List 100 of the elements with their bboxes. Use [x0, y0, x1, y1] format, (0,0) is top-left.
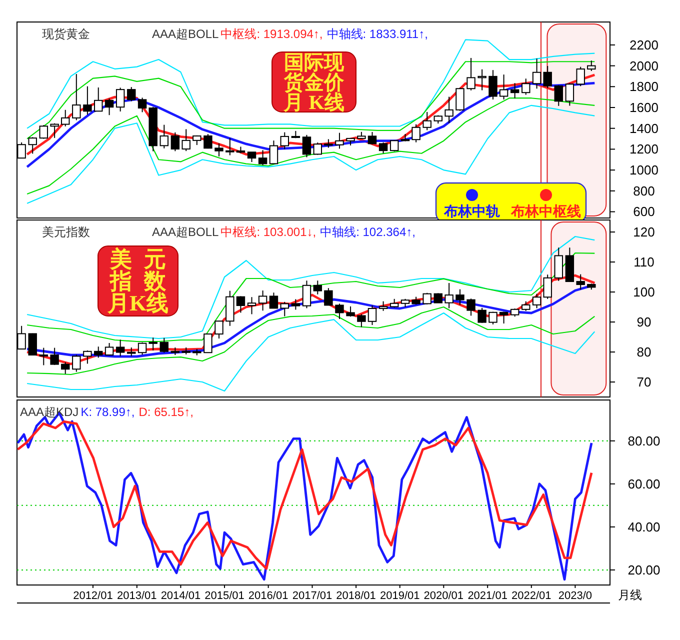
y-tick-label: 100: [633, 284, 655, 300]
candlestick: [247, 152, 256, 163]
candlestick: [138, 342, 147, 356]
y-tick-label: 80: [636, 344, 652, 360]
candlestick: [204, 134, 212, 150]
candlestick: [302, 280, 312, 309]
candlestick: [522, 78, 530, 96]
y-tick-label: 40.00: [628, 519, 660, 534]
candlestick: [368, 131, 377, 145]
y-tick-label: 1600: [630, 100, 658, 115]
candlestick: [236, 296, 246, 314]
x-tick-label: 2015/01: [204, 590, 244, 602]
text: 中轴线: 102.364↑,: [320, 225, 416, 239]
candlestick: [280, 132, 289, 150]
candlestick: [466, 57, 476, 91]
x-tick-label: 2021/01: [468, 590, 508, 602]
x-tick-label: 2019/01: [380, 590, 420, 602]
candlestick: [456, 288, 464, 306]
candlestick: [214, 320, 224, 339]
candlestick: [456, 87, 464, 112]
candlestick: [378, 300, 388, 312]
text: AAA超BOLL: [152, 27, 220, 41]
y-tick-label: 800: [633, 183, 655, 198]
candlestick: [378, 142, 388, 154]
candlestick: [466, 298, 476, 316]
candlestick: [478, 68, 486, 91]
x-tick-label: 2013/01: [117, 590, 157, 602]
x-tick-label: 2023/0: [558, 590, 592, 602]
candlestick: [522, 300, 530, 312]
candlestick: [258, 150, 268, 166]
candlestick: [50, 347, 59, 366]
candlestick: [532, 293, 542, 309]
text: 中轴线: 1833.911↑,: [326, 27, 428, 41]
y-tick-label: 1000: [630, 162, 658, 178]
candlestick: [422, 292, 432, 305]
candlestick: [488, 311, 498, 325]
candlestick: [226, 138, 234, 156]
candlestick: [422, 111, 432, 131]
candlestick: [160, 124, 169, 149]
candlestick: [478, 307, 486, 324]
x-tick-label: 2014/01: [160, 590, 201, 602]
candlestick: [61, 109, 70, 127]
candlestick: [499, 74, 508, 100]
candlestick: [554, 84, 563, 106]
candlestick: [170, 132, 180, 152]
candlestick: [587, 60, 596, 72]
candlestick: [390, 140, 399, 152]
candlestick: [104, 342, 114, 356]
candlestick: [346, 306, 355, 318]
candlestick: [204, 334, 212, 354]
candlestick: [214, 142, 224, 157]
candlestick: [368, 305, 377, 326]
y-tick-label: 2000: [630, 58, 658, 74]
candlestick: [269, 292, 278, 309]
annotation: 布林中枢线: [510, 204, 581, 220]
y-tick-label: 110: [634, 254, 654, 270]
candlestick: [313, 280, 322, 295]
candlestick: [83, 350, 92, 364]
y-tick-label: 120: [633, 224, 655, 240]
candlestick: [50, 122, 59, 138]
annotation: 美元指数月K线: [106, 246, 169, 316]
candlestick: [302, 134, 312, 158]
text: D: 65.15↑,: [138, 405, 194, 419]
y-tick-label: 2200: [630, 37, 658, 52]
candlestick: [39, 347, 48, 366]
candlestick: [127, 86, 136, 102]
x-tick-label: 2017/01: [292, 590, 332, 602]
candlestick: [313, 142, 322, 156]
candlestick: [357, 314, 366, 328]
candlestick: [83, 86, 92, 116]
candlestick: [280, 301, 289, 317]
y-tick-label: 80.00: [628, 433, 660, 448]
candlestick: [61, 362, 70, 374]
candlestick: [258, 290, 268, 312]
text: AAA超KDJ: [20, 405, 79, 419]
candlestick: [116, 339, 125, 357]
candlestick: [28, 136, 37, 154]
candlestick: [576, 66, 585, 87]
candlestick: [247, 296, 256, 315]
candlestick: [335, 303, 344, 320]
candlestick: [160, 337, 169, 354]
candlestick: [269, 140, 278, 164]
candlestick: [182, 128, 190, 152]
candlestick: [488, 70, 498, 100]
text: 现货黄金: [42, 27, 90, 41]
candlestick: [543, 274, 552, 300]
candlestick: [444, 282, 454, 309]
y-tick-label: 1400: [630, 120, 658, 136]
candlestick: [576, 274, 585, 290]
text: 中枢线: 1913.094↑,: [220, 27, 323, 41]
candlestick: [510, 82, 520, 99]
chart-subtitle: AAA超BOLL: [152, 225, 220, 239]
candlestick: [543, 65, 552, 89]
candlestick: [324, 288, 333, 306]
candlestick: [28, 332, 37, 356]
candlestick: [444, 96, 454, 124]
x-tick-label: 2018/01: [336, 590, 376, 602]
candlestick: [565, 82, 574, 106]
y-tick-label: 70: [636, 374, 652, 390]
line-series: [26, 312, 596, 392]
